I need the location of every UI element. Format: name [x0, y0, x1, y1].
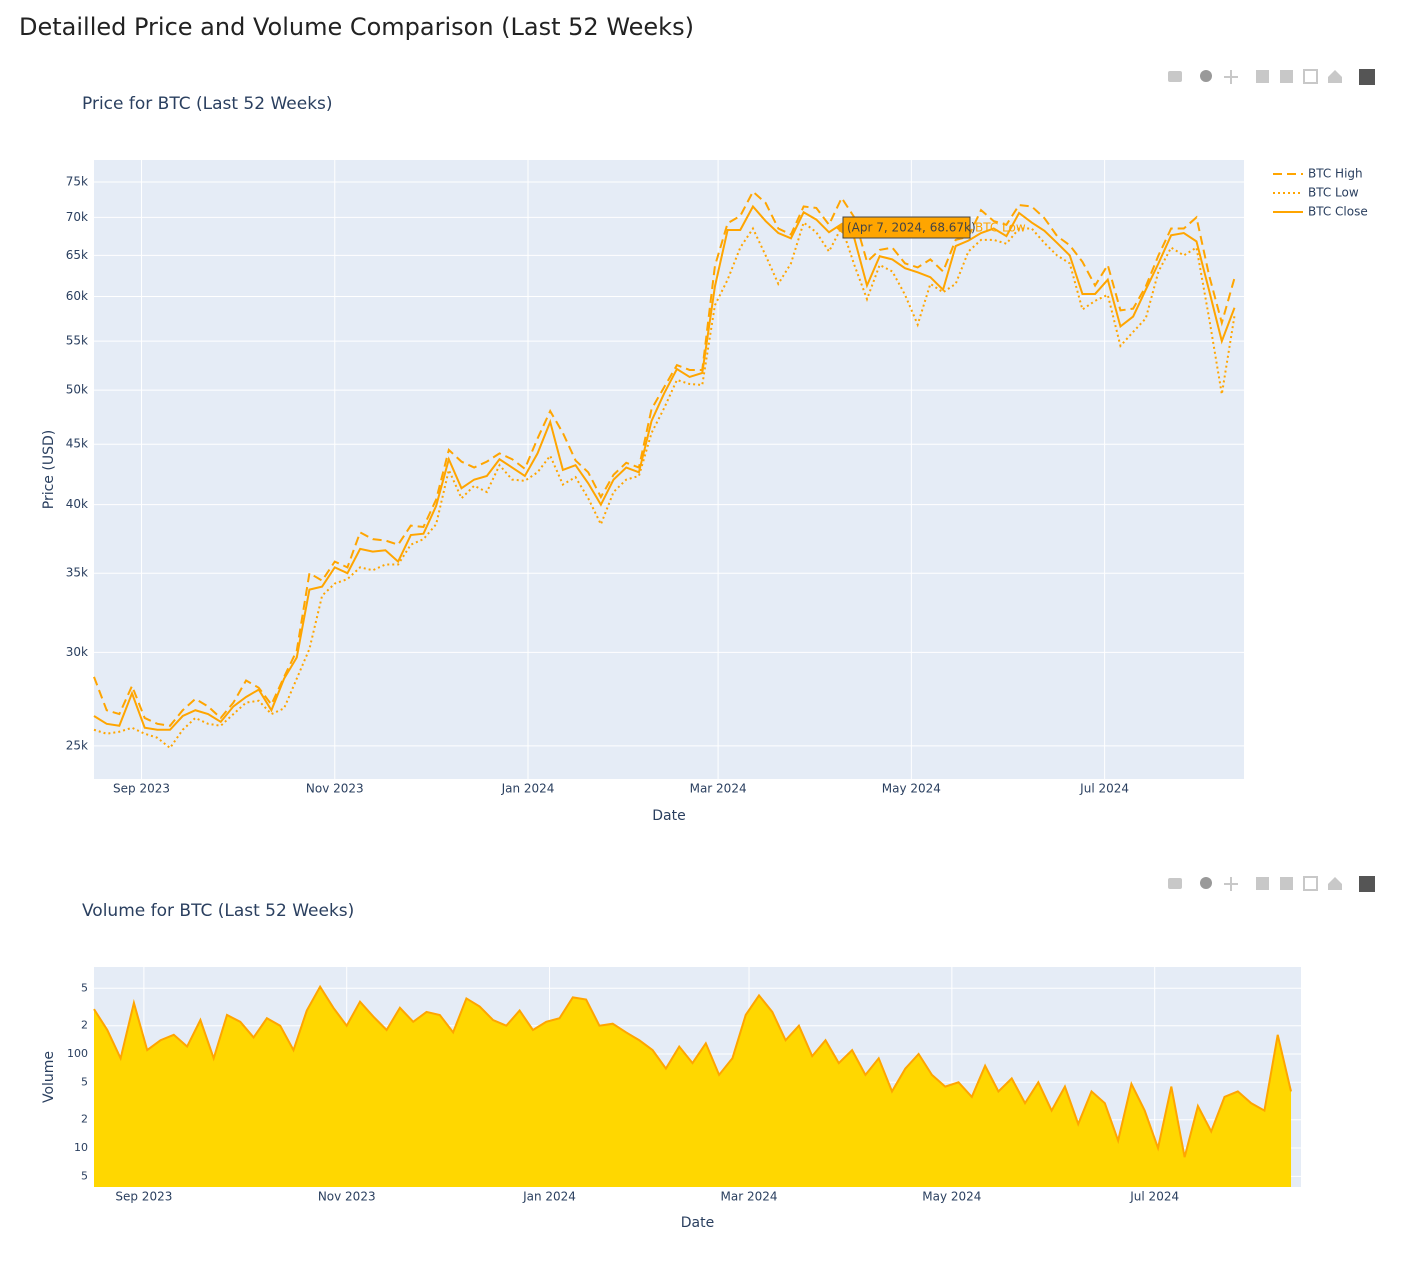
modebar — [1168, 69, 1375, 85]
pan-button[interactable] — [1224, 70, 1238, 84]
page-title: Detailled Price and Volume Comparison (L… — [19, 13, 694, 41]
zoom-button[interactable] — [1200, 877, 1212, 889]
y-tick-label: 25k — [66, 738, 88, 752]
zoom-out-button[interactable] — [1280, 70, 1293, 83]
x-tick-label: Jan 2024 — [522, 1190, 576, 1204]
y-tick-label: 55k — [66, 334, 88, 348]
autoscale-button[interactable] — [1303, 69, 1318, 84]
y-tick-label: 5 — [81, 1075, 88, 1088]
plot-area — [94, 160, 1244, 779]
volume-line — [93, 984, 1292, 1158]
x-tick-label: May 2024 — [922, 1190, 981, 1204]
x-tick-label: Mar 2024 — [721, 1190, 778, 1204]
hover-text: (Apr 7, 2024, 68.67k) — [847, 221, 976, 235]
y-tick-label: 10 — [74, 1141, 88, 1154]
legend-label: BTC Close — [1308, 205, 1368, 219]
y-tick-label: 100 — [67, 1047, 88, 1060]
x-tick-label: Nov 2023 — [318, 1190, 376, 1204]
y-tick-label: 60k — [66, 289, 88, 303]
chart-title: Price for BTC (Last 52 Weeks) — [82, 94, 333, 114]
hover-series: BTC Low — [975, 221, 1026, 235]
x-tick-label: Jan 2024 — [501, 782, 555, 796]
y-tick-label: 5 — [81, 981, 88, 994]
y-tick-label: 40k — [66, 497, 88, 511]
camera-button[interactable] — [1168, 878, 1182, 889]
y-tick-label: 70k — [66, 210, 88, 224]
y-tick-label: 2 — [81, 1113, 88, 1126]
zoom-button[interactable] — [1200, 70, 1212, 82]
volume-area — [94, 986, 1292, 1187]
x-tick-label: Sep 2023 — [115, 1190, 172, 1204]
x-tick-label: Mar 2024 — [690, 782, 747, 796]
camera-button[interactable] — [1168, 71, 1182, 82]
y-axis-title: Volume — [41, 1051, 57, 1103]
x-tick-label: Jul 2024 — [1129, 1190, 1179, 1204]
reset-button[interactable] — [1328, 70, 1342, 83]
y-tick-label: 30k — [66, 645, 88, 659]
autoscale-button[interactable] — [1303, 876, 1318, 891]
y-tick-label: 75k — [66, 174, 88, 188]
y-tick-label: 45k — [66, 437, 88, 451]
y-tick-label: 50k — [66, 383, 88, 397]
legend-label: BTC Low — [1308, 186, 1359, 200]
zoom-in-button[interactable] — [1256, 70, 1269, 83]
x-tick-label: May 2024 — [882, 782, 941, 796]
y-axis-title: Price (USD) — [41, 430, 57, 509]
chart-title: Volume for BTC (Last 52 Weeks) — [82, 901, 354, 921]
plotly-logo[interactable] — [1359, 876, 1375, 892]
y-tick-label: 5 — [81, 1169, 88, 1182]
zoom-out-button[interactable] — [1280, 877, 1293, 890]
hover-label: (Apr 7, 2024, 68.67k) BTC Low — [836, 216, 1026, 239]
y-tick-label: 2 — [81, 1019, 88, 1032]
x-tick-label: Nov 2023 — [306, 782, 364, 796]
pan-button[interactable] — [1224, 877, 1238, 891]
y-tick-label: 65k — [66, 248, 88, 262]
x-tick-label: Jul 2024 — [1079, 782, 1129, 796]
x-tick-label: Sep 2023 — [113, 782, 170, 796]
y-tick-label: 35k — [66, 566, 88, 580]
x-axis-title: Date — [681, 1215, 714, 1231]
price-line — [93, 190, 1236, 727]
price-line — [93, 204, 1236, 731]
hover-box — [842, 216, 971, 239]
modebar — [1168, 876, 1375, 892]
legend-label: BTC High — [1308, 167, 1363, 181]
reset-button[interactable] — [1328, 877, 1342, 890]
plotly-logo[interactable] — [1359, 69, 1375, 85]
zoom-in-button[interactable] — [1256, 877, 1269, 890]
hover-pointer — [836, 222, 843, 234]
x-axis-title: Date — [652, 808, 685, 824]
